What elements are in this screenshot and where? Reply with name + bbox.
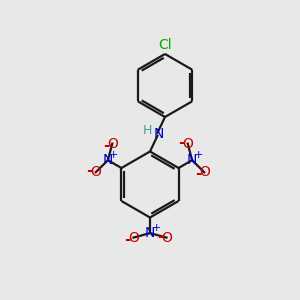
Text: N: N xyxy=(145,226,155,240)
Text: +: + xyxy=(194,150,203,160)
Text: N: N xyxy=(103,153,113,167)
Text: -: - xyxy=(178,135,185,150)
Text: +: + xyxy=(109,150,119,160)
Text: O: O xyxy=(199,165,210,179)
Text: O: O xyxy=(182,137,193,151)
Text: O: O xyxy=(161,231,172,244)
Text: O: O xyxy=(107,137,118,151)
Text: N: N xyxy=(154,127,164,141)
Text: +: + xyxy=(151,223,161,233)
Text: H: H xyxy=(143,124,153,137)
Text: O: O xyxy=(128,231,139,244)
Text: -: - xyxy=(87,163,93,178)
Text: O: O xyxy=(90,165,101,179)
Text: -: - xyxy=(195,166,201,181)
Text: -: - xyxy=(103,138,110,153)
Text: N: N xyxy=(187,153,197,167)
Text: Cl: Cl xyxy=(158,38,172,52)
Text: -: - xyxy=(124,232,131,247)
Text: -: - xyxy=(157,229,164,244)
